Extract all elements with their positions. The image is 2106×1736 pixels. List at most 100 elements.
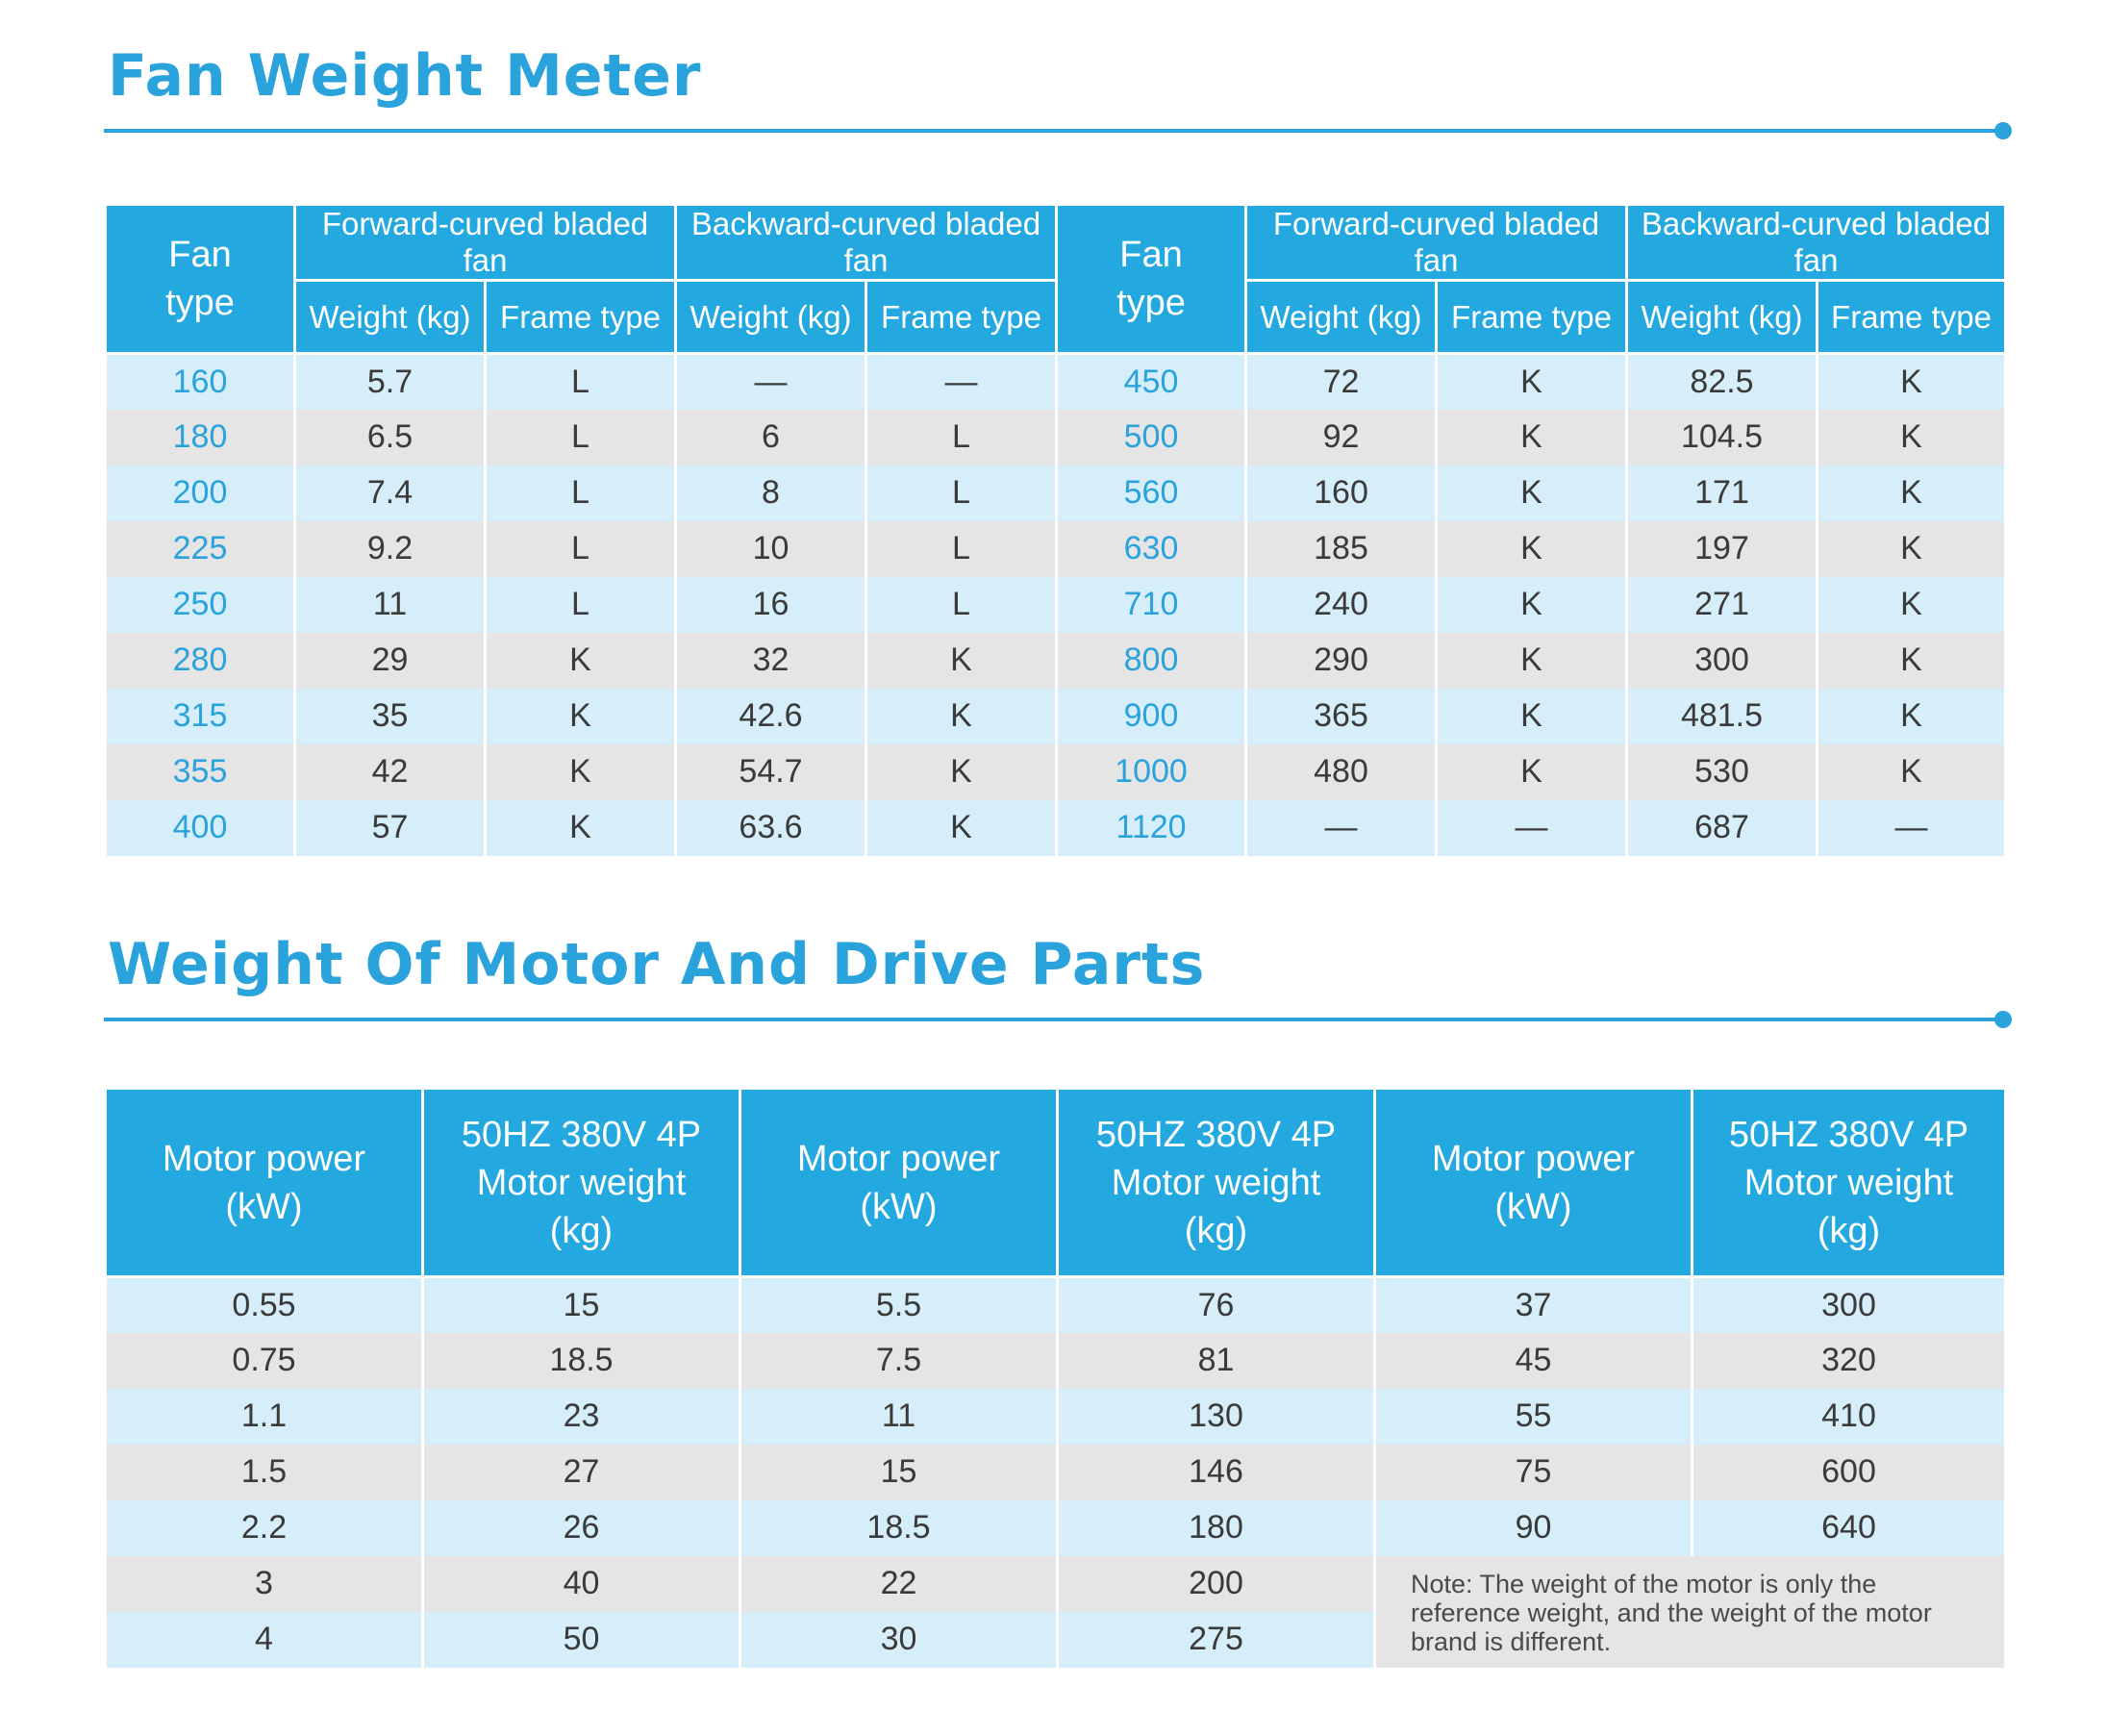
table-cell: K — [484, 688, 677, 744]
table-cell: 42.6 — [674, 688, 867, 744]
table-row: 160 5.7 L — —450 72 K 82.5 K — [104, 353, 2007, 410]
header-fan-type: Fan type — [104, 203, 296, 355]
table-cell: 5.5 — [739, 1276, 1059, 1333]
table-cell: 27 — [421, 1444, 741, 1500]
table-cell: 72 — [1244, 353, 1438, 410]
table-row: 1.5 27 15 146 75 600 — [104, 1444, 2007, 1500]
table-cell: 63.6 — [674, 799, 867, 856]
table-cell: K — [865, 688, 1058, 744]
table-cell: L — [484, 465, 677, 521]
table-cell: 8 — [674, 465, 867, 521]
table-cell: 240 — [1244, 576, 1438, 633]
table-cell: 180 — [1056, 1499, 1376, 1556]
table-cell: 6 — [674, 409, 867, 465]
fan-type-cell: 1120 — [1055, 799, 1247, 856]
fan-weight-table: Fan type Forward-curved bladed fan Backwa… — [104, 203, 2007, 856]
table-cell: K — [1816, 520, 2007, 577]
table-row: 0.75 18.5 7.5 81 45 320 — [104, 1332, 2007, 1389]
underline-dot-icon — [1994, 122, 2012, 139]
fan-type-cell: 250 — [104, 576, 296, 633]
fan-type-cell: 630 — [1055, 520, 1247, 577]
table-cell: 37 — [1373, 1276, 1693, 1333]
table-cell: 640 — [1691, 1499, 2007, 1556]
table-cell: K — [484, 632, 677, 689]
table-cell: 365 — [1244, 688, 1438, 744]
table-cell: 687 — [1625, 799, 1818, 856]
table-row: 0.55 15 5.5 76 37 300 — [104, 1276, 2007, 1333]
table-cell: K — [865, 743, 1058, 800]
table-cell: K — [1435, 688, 1628, 744]
table-cell: 7.5 — [739, 1332, 1059, 1389]
fan-type-cell: 355 — [104, 743, 296, 800]
header-motor-power: Motor power (kW) — [104, 1087, 424, 1278]
fan-type-cell: 560 — [1055, 465, 1247, 521]
table-cell: 23 — [421, 1388, 741, 1445]
table-cell: K — [1435, 632, 1628, 689]
table-cell: 146 — [1056, 1444, 1376, 1500]
table-cell: 50 — [421, 1611, 741, 1668]
table-cell: K — [1816, 353, 2007, 410]
table-cell: 271 — [1625, 576, 1818, 633]
table-cell: K — [484, 799, 677, 856]
table-cell: 275 — [1056, 1611, 1376, 1668]
header-frame-type: Frame type — [484, 279, 677, 355]
fan-type-cell: 180 — [104, 409, 296, 465]
table-cell: 10 — [674, 520, 867, 577]
table-cell: 6.5 — [293, 409, 487, 465]
table-row: 3 40 22 200 Note: The weight of the motor is… — [104, 1555, 2007, 1668]
table-cell: L — [484, 520, 677, 577]
table-row: 250 11 L 16 L 710 240 K 271 K — [104, 576, 2007, 633]
title-underline — [104, 1011, 2012, 1028]
table-cell: K — [484, 743, 677, 800]
header-frame-type: Frame type — [1816, 279, 2007, 355]
title-underline — [104, 122, 2012, 139]
table-cell: 15 — [421, 1276, 741, 1333]
table-cell: 171 — [1625, 465, 1818, 521]
fan-type-cell: 1000 — [1055, 743, 1247, 800]
table-row: 225 9.2 L 10 L 630 185 K 197 K — [104, 520, 2007, 577]
header-motor-power: Motor power (kW) — [1373, 1087, 1693, 1278]
table-cell: 35 — [293, 688, 487, 744]
table-cell: 481.5 — [1625, 688, 1818, 744]
table-cell: 54.7 — [674, 743, 867, 800]
fan-type-cell: 500 — [1055, 409, 1247, 465]
table-cell: 410 — [1691, 1388, 2007, 1445]
fan-type-cell: 280 — [104, 632, 296, 689]
header-weight: Weight (kg) — [1625, 279, 1818, 355]
table-cell: 40 — [421, 1555, 741, 1612]
table-cell: 22 — [739, 1555, 1059, 1612]
table-cell: L — [484, 576, 677, 633]
table-cell: — — [1816, 799, 2007, 856]
header-forward-curved: Forward-curved bladed fan — [293, 203, 677, 282]
table-row: 180 6.5 L 6 L 500 92 K 104.5 K — [104, 409, 2007, 465]
table-cell: 480 — [1244, 743, 1438, 800]
table-row: 4 50 30 275 — [104, 1611, 2006, 1668]
table-cell: K — [865, 632, 1058, 689]
header-motor-weight: 50HZ 380V 4P Motor weight (kg) — [1056, 1087, 1376, 1278]
table-row: 315 35 K 42.6 K 900 365 K 481.5 K — [104, 688, 2007, 744]
table-cell: 15 — [739, 1444, 1059, 1500]
table-cell: L — [865, 465, 1058, 521]
header-frame-type: Frame type — [1435, 279, 1628, 355]
table-cell: 11 — [739, 1388, 1059, 1445]
table-cell: 600 — [1691, 1444, 2007, 1500]
table-row: 355 42 K 54.7 K 1000 480 K 530 K — [104, 743, 2007, 800]
table-cell: K — [1435, 576, 1628, 633]
table-cell: K — [1816, 409, 2007, 465]
table-cell: — — [865, 353, 1058, 410]
table-cell: K — [1816, 743, 2007, 800]
header-weight: Weight (kg) — [1244, 279, 1438, 355]
fan-type-cell: 900 — [1055, 688, 1247, 744]
table-cell: 11 — [293, 576, 487, 633]
table-cell: L — [484, 353, 677, 410]
fan-type-cell: 710 — [1055, 576, 1247, 633]
header-weight: Weight (kg) — [293, 279, 487, 355]
table-cell: 26 — [421, 1499, 741, 1556]
motor-weight-title: Weight Of Motor And Drive Parts — [108, 931, 1206, 998]
table-cell: 300 — [1691, 1276, 2007, 1333]
table-cell: 200 — [1056, 1555, 1376, 1612]
table-cell: K — [1435, 520, 1628, 577]
underline-dot-icon — [1994, 1011, 2012, 1028]
fan-type-cell: 400 — [104, 799, 296, 856]
header-motor-weight: 50HZ 380V 4P Motor weight (kg) — [421, 1087, 741, 1278]
